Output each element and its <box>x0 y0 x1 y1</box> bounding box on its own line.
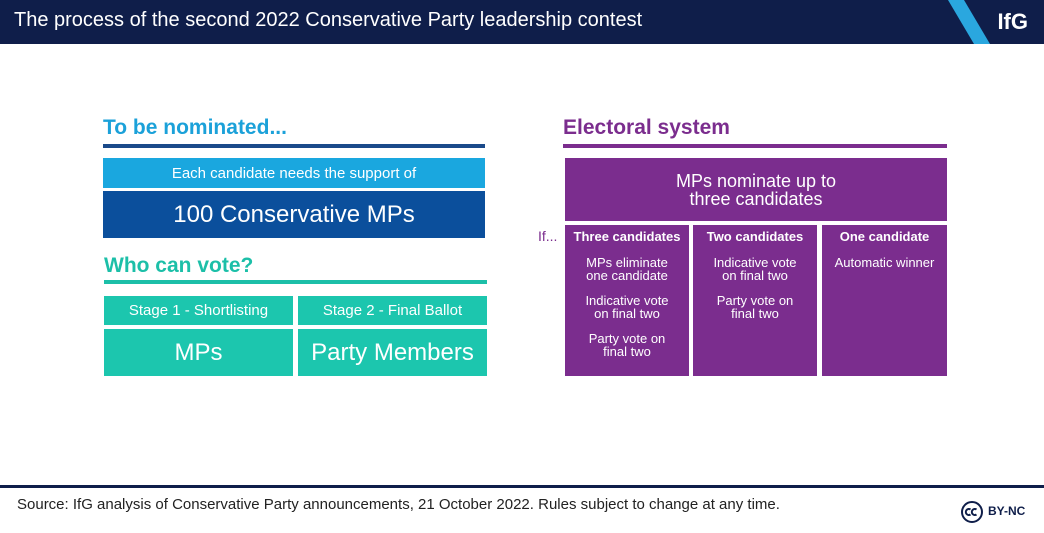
source: Source: IfG analysis of Conservative Par… <box>17 496 780 513</box>
license: BY-NC <box>988 504 1026 518</box>
header-bar <box>0 0 1044 44</box>
scenario-name: Two candidates <box>706 229 804 244</box>
scenario: Three candidates MPs eliminate one candi… <box>565 225 689 376</box>
first-step-box: MPs nominate up to three candidates <box>565 158 947 221</box>
scenario-step: Party vote on final two <box>716 293 794 321</box>
header-title: The process of the second 2022 Conservat… <box>14 9 643 31</box>
scenario-step: Automatic winner <box>834 255 935 270</box>
divider <box>104 280 487 284</box>
scenario-step: Party vote on final two <box>588 331 666 359</box>
scenario: Two candidates Indicative vote on final … <box>693 225 817 376</box>
stage-voters: Party Members <box>298 329 487 376</box>
divider <box>103 144 485 148</box>
voting-heading: Who can vote? <box>104 254 254 277</box>
logo: IfG <box>997 9 1028 34</box>
requirement-box: 100 Conservative MPs <box>103 191 485 238</box>
scenario-name: One candidate <box>839 229 930 244</box>
condition: If... <box>538 228 558 244</box>
scenario-step: Indicative vote on final two <box>713 255 797 283</box>
stage-label: Stage 2 - Final Ballot <box>298 296 487 325</box>
electoral-heading: Electoral system <box>563 116 730 139</box>
footer-line <box>0 485 1044 488</box>
logo-stripe <box>948 0 990 44</box>
scenario-step: Indicative vote on final two <box>585 293 669 321</box>
scenario: One candidate Automatic winner <box>822 225 947 376</box>
nomination-heading: To be nominated... <box>103 116 287 139</box>
scenario-name: Three candidates <box>573 229 681 244</box>
cc-icon <box>961 501 983 523</box>
support-box: Each candidate needs the support of <box>103 158 485 188</box>
divider <box>563 144 947 148</box>
scenario-step: MPs eliminate one candidate <box>586 255 668 283</box>
stage-voters: MPs <box>104 329 293 376</box>
stage-label: Stage 1 - Shortlisting <box>104 296 293 325</box>
